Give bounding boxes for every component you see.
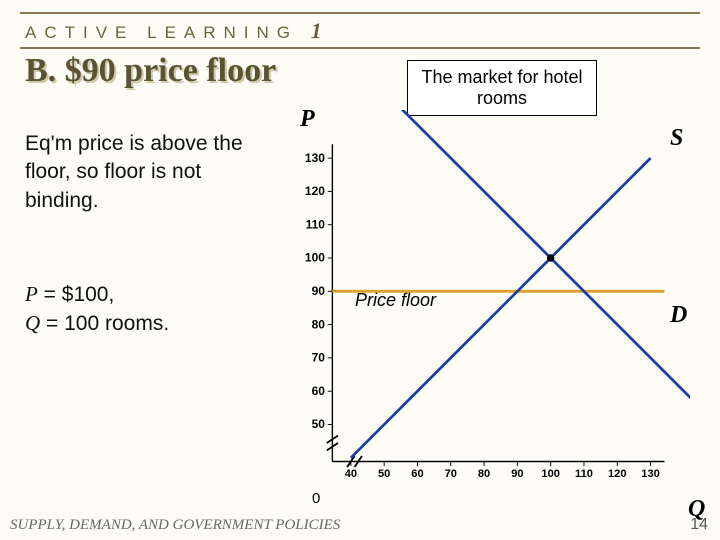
chart-caption: The market for hotel rooms: [407, 60, 597, 116]
svg-text:40: 40: [345, 468, 357, 480]
svg-text:110: 110: [306, 217, 326, 231]
svg-text:110: 110: [575, 468, 593, 480]
svg-text:120: 120: [608, 468, 627, 480]
val-q: = 100 rooms.: [40, 312, 169, 335]
svg-text:80: 80: [312, 317, 326, 331]
sd-chart: 50 60 70 80 90 100 110 120 130 40 50 60 70 80 90 100 110…: [280, 110, 690, 480]
svg-text:60: 60: [312, 384, 326, 398]
equilibrium-values: P = $100, Q = 100 rooms.: [25, 280, 260, 339]
svg-text:120: 120: [305, 184, 325, 198]
svg-text:50: 50: [312, 417, 326, 431]
svg-text:70: 70: [445, 468, 457, 480]
val-p: = $100,: [38, 283, 114, 306]
kicker-num: 1: [311, 18, 322, 43]
kicker: ACTIVE LEARNING 1: [25, 18, 322, 44]
kicker-text: ACTIVE LEARNING: [25, 23, 298, 42]
page-number: 14: [690, 516, 708, 534]
svg-text:70: 70: [312, 351, 326, 365]
svg-text:90: 90: [312, 284, 326, 298]
sym-p: P: [25, 282, 38, 306]
svg-text:90: 90: [511, 468, 523, 480]
svg-text:100: 100: [305, 251, 325, 265]
svg-text:60: 60: [411, 468, 423, 480]
description: Eq'm price is above the floor, so floor …: [25, 130, 260, 215]
svg-text:130: 130: [641, 468, 660, 480]
footer: SUPPLY, DEMAND, AND GOVERNMENT POLICIES: [10, 517, 340, 534]
svg-text:130: 130: [305, 151, 325, 165]
origin-label: 0: [312, 490, 320, 507]
slide-title: B. $90 price floor: [25, 52, 276, 90]
svg-text:50: 50: [378, 468, 390, 480]
svg-text:100: 100: [541, 468, 560, 480]
svg-text:80: 80: [478, 468, 490, 480]
sym-q: Q: [25, 311, 40, 335]
